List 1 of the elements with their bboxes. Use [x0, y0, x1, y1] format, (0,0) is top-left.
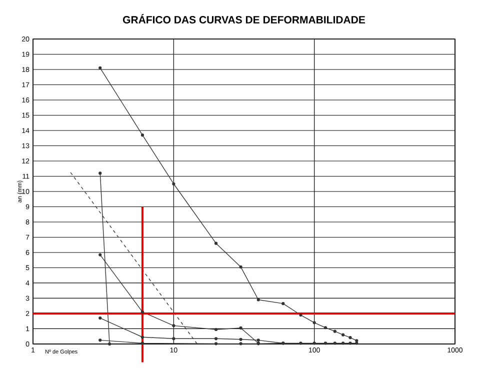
chart-title: GRÁFICO DAS CURVAS DE DEFORMABILIDADE — [122, 14, 365, 24]
